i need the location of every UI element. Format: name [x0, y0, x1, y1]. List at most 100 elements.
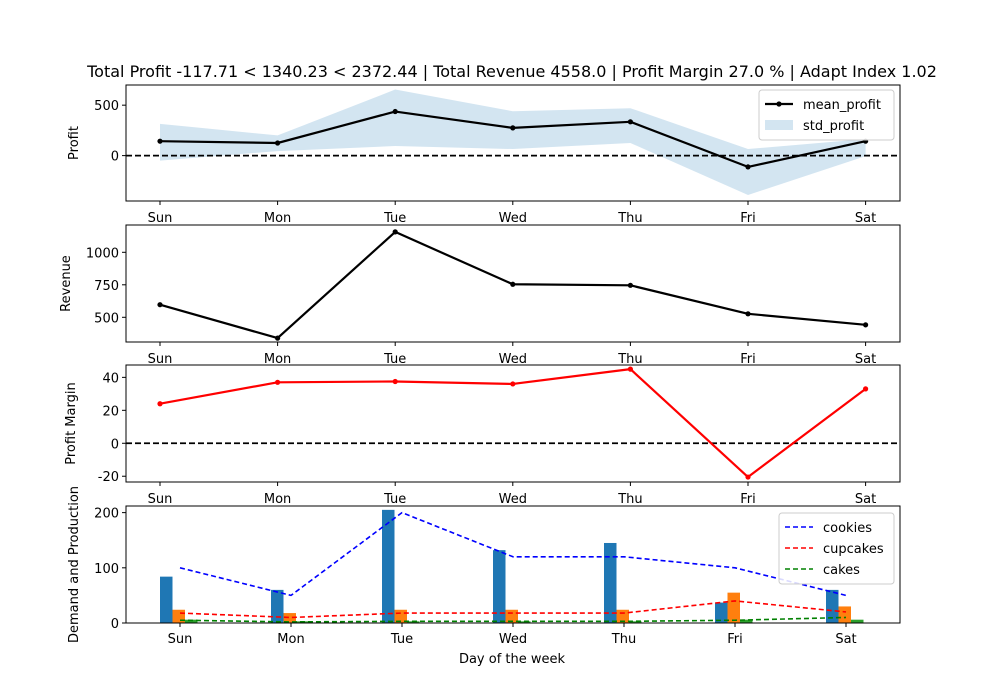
data-point — [510, 125, 516, 131]
data-point — [745, 474, 751, 480]
bar — [382, 509, 395, 623]
data-point — [627, 366, 634, 372]
legend-label: cookies — [823, 521, 872, 536]
data-point — [392, 378, 398, 385]
plot-area — [126, 366, 900, 480]
data-point — [745, 164, 751, 170]
data-point — [510, 381, 516, 387]
bar — [283, 613, 296, 623]
legend-marker — [776, 101, 782, 107]
legend-label: std_profit — [803, 119, 864, 134]
data-point — [392, 108, 398, 115]
series-line — [179, 600, 847, 619]
data-point — [275, 140, 281, 146]
x-tick-label: Tue — [383, 211, 406, 226]
bar — [616, 609, 629, 623]
panel-2: Sun Mon Tue Wed Thu Fri Sat 500 750 1000 Revenue — [59, 224, 901, 367]
y-tick-label: 0 — [111, 437, 119, 452]
data-point — [627, 282, 634, 288]
x-tick-label: Wed — [499, 632, 527, 647]
bar — [838, 606, 851, 623]
x-tick-label: Sun — [148, 211, 173, 226]
x-tick-label: Sat — [835, 632, 856, 647]
panel-3: Sun Mon Tue Wed Thu Fri Sat -20 0 20 40 Profit Marg… — [64, 364, 901, 507]
y-axis-label: Revenue — [59, 255, 74, 312]
x-tick-label: Thu — [617, 211, 642, 226]
std-band — [160, 89, 866, 195]
x-tick-label: Fri — [740, 492, 756, 507]
bar — [715, 602, 728, 623]
y-tick-label: 0 — [111, 617, 119, 632]
x-tick-label: Sat — [855, 211, 876, 226]
x-tick-label: Thu — [617, 492, 642, 507]
x-tick-label: Sun — [148, 492, 173, 507]
data-point — [392, 229, 398, 235]
x-tick-label: Sat — [855, 492, 876, 507]
plot-area — [126, 89, 900, 195]
data-point — [157, 302, 163, 308]
x-tick-label: Thu — [611, 632, 636, 647]
y-axis-label: Profit Margin — [64, 382, 79, 464]
x-tick-label: Sun — [148, 352, 173, 367]
x-tick-label: Tue — [390, 632, 413, 647]
bar — [185, 619, 198, 623]
data-point — [157, 401, 163, 407]
data-point — [157, 138, 163, 144]
y-axis-label: Demand and Production — [67, 486, 82, 643]
x-tick-label: Fri — [740, 211, 756, 226]
x-tick-label: Fri — [740, 352, 756, 367]
panel-1: Sun Mon Tue Wed Thu Fri Sat 0 500 Profit mean_prof… — [67, 84, 901, 226]
data-point — [627, 119, 634, 125]
data-point — [275, 335, 281, 341]
x-tick-label: Tue — [383, 492, 406, 507]
x-tick-label: Sat — [855, 352, 876, 367]
x-tick-label: Wed — [499, 211, 527, 226]
bar — [271, 589, 284, 623]
bar — [826, 589, 839, 623]
x-axis-label: Day of the week — [459, 652, 566, 667]
legend-label: cakes — [823, 563, 860, 578]
legend-box — [778, 512, 895, 585]
x-tick-label: Mon — [264, 211, 291, 226]
y-tick-label: 200 — [94, 507, 119, 522]
y-tick-label: 1000 — [86, 246, 119, 261]
data-point — [745, 311, 751, 317]
bar — [160, 576, 173, 623]
y-tick-label: 100 — [94, 562, 119, 577]
data-point — [863, 322, 869, 328]
y-tick-label: 0 — [111, 150, 119, 165]
figure-title: Total Profit -117.71 < 1340.23 < 2372.44… — [86, 62, 937, 81]
x-tick-label: Tue — [383, 352, 406, 367]
y-tick-label: 40 — [102, 371, 119, 386]
y-tick-label: -20 — [98, 470, 119, 485]
x-tick-label: Mon — [264, 492, 291, 507]
bar — [629, 621, 642, 623]
x-tick-label: Wed — [499, 352, 527, 367]
data-point — [275, 379, 281, 385]
series-line — [179, 511, 847, 597]
bar — [727, 592, 740, 623]
legend-label: cupcakes — [823, 542, 884, 557]
x-tick-label: Mon — [277, 632, 304, 647]
y-tick-label: 20 — [102, 404, 119, 419]
y-tick-label: 750 — [94, 279, 119, 294]
panel-4: Sun Mon Tue Wed Thu Fri Sat 0 100 200 Demand and P… — [67, 486, 901, 647]
bar — [407, 621, 420, 623]
panels: Sun Mon Tue Wed Thu Fri Sat 0 500 Profit mean_prof… — [59, 84, 901, 647]
x-tick-label: Sun — [168, 632, 193, 647]
plot-area — [160, 509, 864, 623]
plot-area — [157, 229, 869, 341]
data-point — [863, 386, 869, 392]
bar — [740, 619, 753, 623]
y-tick-label: 500 — [94, 99, 119, 114]
x-tick-label: Fri — [727, 632, 743, 647]
bar — [604, 542, 617, 623]
data-point — [510, 281, 516, 287]
series-line — [179, 616, 847, 623]
y-tick-label: 500 — [94, 311, 119, 326]
x-tick-label: Wed — [499, 492, 527, 507]
legend-label: mean_profit — [803, 98, 881, 113]
bar — [493, 550, 506, 623]
legend-swatch — [765, 120, 793, 130]
bar — [518, 621, 531, 623]
